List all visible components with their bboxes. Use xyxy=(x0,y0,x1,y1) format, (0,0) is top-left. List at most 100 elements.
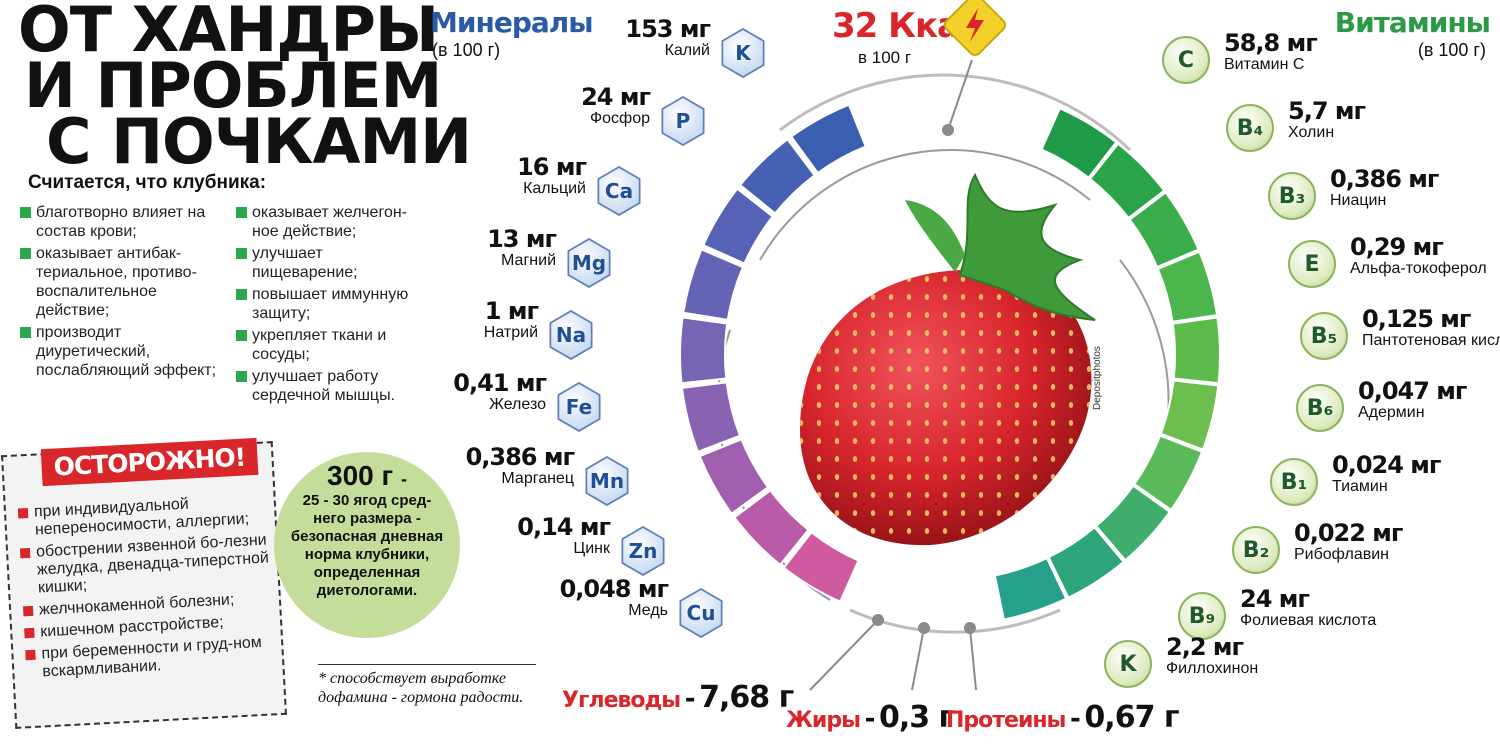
photo-credit: Depositphotos xyxy=(1092,346,1103,410)
mineral-arc-segment xyxy=(679,316,729,385)
mineral-name: Железо xyxy=(489,396,546,413)
vitamin-name: Витамин С xyxy=(1224,56,1305,73)
vitamin-value: 0,047 мг xyxy=(1358,377,1467,405)
mineral-value: 0,14 мг xyxy=(517,513,611,541)
vitamin-arc-segment xyxy=(1094,484,1172,562)
mineral-name: Калий xyxy=(664,42,710,59)
vitamin-item: 0,047 мг Адермин xyxy=(1358,378,1500,422)
title-line-3: С ПОЧКАМИ xyxy=(46,105,472,178)
vitamin-symbol: B₁ xyxy=(1270,458,1318,506)
vitamin-item: 2,2 мг Филлохинон xyxy=(1166,634,1366,678)
mineral-symbol: P xyxy=(663,98,703,144)
mineral-value: 24 мг xyxy=(581,83,651,111)
mineral-value: 16 мг xyxy=(517,153,587,181)
vitamin-symbol: B₄ xyxy=(1226,104,1274,152)
vitamin-value: 0,386 мг xyxy=(1330,165,1439,193)
vitamin-arc-segment xyxy=(1040,107,1118,180)
lightning-icon xyxy=(943,0,1007,57)
vitamin-name: Рибофлавин xyxy=(1294,546,1389,563)
vitamin-value: 0,022 мг xyxy=(1294,519,1403,547)
vitamin-value: 5,7 мг xyxy=(1288,97,1366,125)
benefits-heading: Считается, что клубника: xyxy=(28,172,267,193)
mineral-name: Магний xyxy=(501,252,556,269)
mineral-arc-segment xyxy=(732,489,810,567)
mineral-symbol: K xyxy=(723,30,763,76)
vitamin-item: 5,7 мг Холин xyxy=(1288,98,1488,142)
mineral-symbol: Cu xyxy=(681,590,721,636)
vitamin-item: 0,386 мг Ниацин xyxy=(1330,166,1500,210)
vitamin-value: 24 мг xyxy=(1240,585,1310,613)
mineral-item: 0,41 мг Железо xyxy=(386,370,547,414)
mineral-item: 0,14 мг Цинк xyxy=(450,513,611,558)
benefit-item: укрепляет ткани и сосуды; xyxy=(236,326,426,364)
macro-value: 7,68 г xyxy=(699,680,794,715)
vitamin-symbol: B₅ xyxy=(1300,312,1348,360)
mineral-item: 1 мг Натрий xyxy=(378,298,539,342)
vitamin-item: 0,022 мг Рибофлавин xyxy=(1294,520,1494,564)
vitamin-item: 58,8 мг Витамин С xyxy=(1224,30,1424,74)
benefit-item: повышает иммунную защиту; xyxy=(236,285,426,323)
vitamin-arc-segment xyxy=(1156,250,1219,323)
vitamin-arc-segment xyxy=(1088,142,1166,220)
mineral-arc-segment xyxy=(738,137,816,215)
vitamin-symbol: E xyxy=(1288,240,1336,288)
mineral-name: Натрий xyxy=(483,324,538,341)
mineral-symbol: Fe xyxy=(559,384,599,430)
vitamins-heading: Витамины xyxy=(1334,6,1491,39)
mineral-arc-segment xyxy=(782,530,860,603)
macro-dash: - xyxy=(684,684,696,714)
vitamin-symbol: C xyxy=(1162,36,1210,84)
mineral-name: Цинк xyxy=(573,540,610,557)
strawberry-image xyxy=(800,172,1096,546)
vitamin-symbol: K xyxy=(1104,640,1152,688)
vitamin-arc-segment xyxy=(1171,316,1221,385)
benefits-list-left: благотворно влияет на состав крови; оказ… xyxy=(20,203,220,383)
vitamin-name: Адермин xyxy=(1358,404,1425,421)
macro-dash: - xyxy=(1070,704,1081,734)
mineral-item: 13 мг Магний xyxy=(396,226,557,270)
benefit-item: производит диуретический, послабляющий э… xyxy=(20,323,220,380)
benefit-item: благотворно влияет на состав крови; xyxy=(20,203,220,241)
vitamin-name: Тиамин xyxy=(1332,478,1388,495)
mineral-symbol: Mn xyxy=(587,458,627,504)
macro-label: Жиры xyxy=(786,708,861,733)
macro-value: 0,67 г xyxy=(1084,700,1179,735)
energy-subheading: в 100 г xyxy=(858,48,912,67)
mineral-name: Кальций xyxy=(523,180,586,197)
vitamin-arc-segment xyxy=(1128,191,1200,269)
vitamin-arc-segment xyxy=(993,556,1068,621)
vitamin-symbol: B₃ xyxy=(1268,172,1316,220)
vitamin-item: 0,024 мг Тиамин xyxy=(1332,452,1500,496)
title-line-1: ОТ ХАНДРЫ xyxy=(18,0,439,66)
vitamin-arc-segment xyxy=(1047,525,1125,600)
macro-dash: - xyxy=(864,704,876,734)
vitamin-item: 0,29 мг Альфа-токоферол xyxy=(1350,234,1500,278)
macro-fats: Жиры - 0,3 г xyxy=(786,700,954,735)
vitamin-item: 24 мг Фолиевая кислота xyxy=(1240,586,1440,630)
vitamins-arc xyxy=(993,107,1221,621)
vitamin-name: Холин xyxy=(1288,124,1335,141)
mineral-symbol: Zn xyxy=(623,528,663,574)
benefit-item: оказывает желчегон-ное действие; xyxy=(236,203,426,241)
mineral-name: Фосфор xyxy=(589,110,650,127)
vitamin-symbol: B₂ xyxy=(1232,526,1280,574)
mineral-item: 16 мг Кальций xyxy=(426,153,587,198)
vitamin-name: Пантотеновая кислота xyxy=(1362,332,1500,349)
page-title: ОТ ХАНДРЫ И ПРОБЛЕМ С ПОЧКАМИ xyxy=(18,0,472,178)
benefits-list-right: оказывает желчегон-ное действие; улучшае… xyxy=(236,203,426,408)
mineral-arc-segment xyxy=(698,437,770,516)
mineral-value: 0,048 мг xyxy=(559,575,669,603)
vitamin-name: Альфа-токоферол xyxy=(1350,260,1487,277)
mineral-value: 153 мг xyxy=(625,15,711,43)
vitamin-symbol: B₉ xyxy=(1178,592,1226,640)
vitamin-name: Ниацин xyxy=(1330,192,1387,209)
benefit-item: улучшает пищеварение; xyxy=(236,244,426,282)
macro-value: 0,3 г xyxy=(878,700,954,735)
daily-dose-circle: 300 г - 25 - 30 ягод сред-него размера -… xyxy=(274,452,460,638)
benefit-item: улучшает работу сердечной мышцы. xyxy=(236,367,426,405)
vitamin-name: Фолиевая кислота xyxy=(1240,612,1377,629)
mineral-item: 0,386 мг Марганец xyxy=(414,443,575,488)
mineral-value: 0,386 мг xyxy=(465,443,575,471)
mineral-symbol: Mg xyxy=(569,240,609,286)
vitamin-value: 0,024 мг xyxy=(1332,451,1441,479)
